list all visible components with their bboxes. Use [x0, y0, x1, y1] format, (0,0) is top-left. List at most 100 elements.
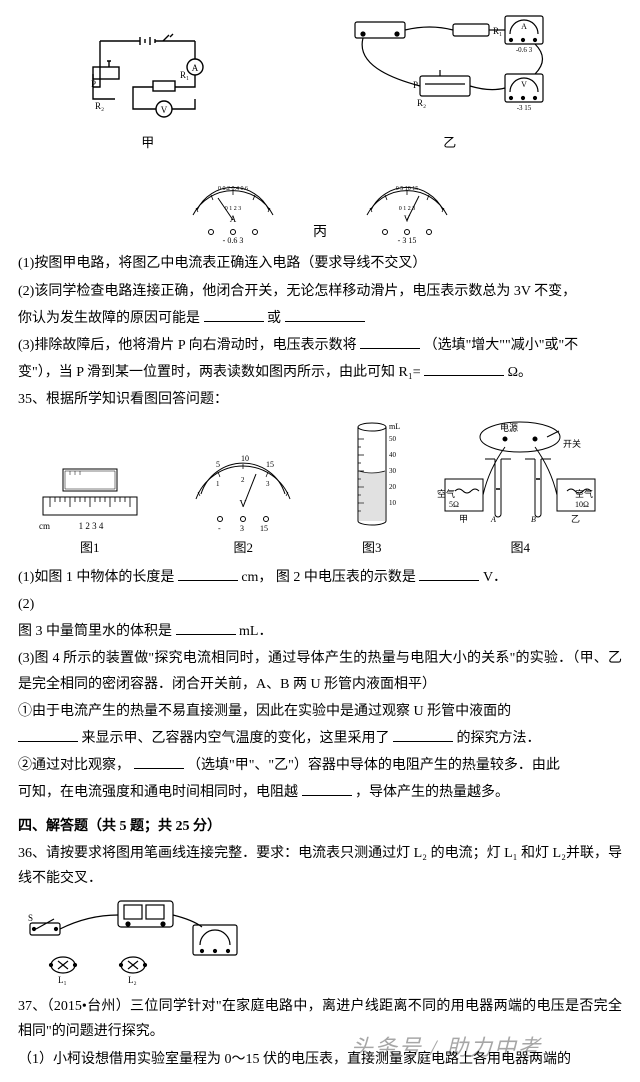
svg-text:10: 10: [241, 454, 249, 463]
svg-text:cm: cm: [39, 521, 50, 531]
svg-text:1 2 3 4: 1 2 3 4: [78, 521, 103, 531]
c1c: 的探究方法．: [457, 731, 541, 746]
svg-text:空气: 空气: [575, 488, 593, 499]
svg-text:L₁: L₁: [58, 975, 67, 985]
c2-line2: 可知，在电流强度和通电时间相同时，电阻越 ，导体产生的热量越多。: [18, 780, 622, 805]
svg-text:开关: 开关: [563, 438, 581, 449]
svg-text:1: 1: [216, 480, 220, 488]
svg-text:2: 2: [241, 476, 245, 484]
fig3: mL 50 40 30 20 10 图3: [342, 419, 402, 559]
fig1: cm 1 2 3 4 图1: [35, 439, 145, 559]
circuit-jia: A R₁ V P R₂ 甲: [85, 29, 210, 154]
c2a: ②通过对比观察，: [18, 758, 130, 773]
q2b-mid: 或: [267, 311, 281, 326]
svg-text:50: 50: [389, 435, 397, 443]
q2a-text: (2)该同学检查电路连接正确，他闭合开关，无论怎样移动滑片，电压表示数总为 3V…: [18, 279, 622, 304]
svg-text:电源: 电源: [500, 422, 518, 433]
blank-7[interactable]: [176, 621, 236, 635]
svg-text:15: 15: [266, 460, 274, 469]
svg-text:20: 20: [389, 483, 397, 491]
bing-caption: 丙: [313, 220, 327, 245]
svg-text:5Ω: 5Ω: [449, 500, 459, 509]
p1c: V．: [483, 570, 507, 585]
blank-5[interactable]: [178, 567, 238, 581]
svg-text:L₂: L₂: [128, 975, 137, 985]
svg-text:乙: 乙: [571, 514, 580, 524]
svg-text:空气: 空气: [437, 488, 455, 499]
svg-text:V: V: [521, 80, 527, 89]
svg-text:0 5 10 15: 0 5 10 15: [396, 186, 419, 192]
svg-text:-0.6 3: -0.6 3: [516, 46, 533, 54]
svg-text:V: V: [404, 214, 411, 224]
svg-text:A: A: [521, 22, 527, 31]
gauge-A: 0 0.2 0.4 0.6 0 1 2 3 A - 0.6 3: [173, 160, 293, 245]
blank-4[interactable]: [424, 362, 504, 376]
c1a: ①由于电流产生的热量不易直接测量，因此在实验中是通过观察 U 形管中液面的: [18, 699, 511, 724]
svg-text:R₁: R₁: [493, 26, 502, 36]
svg-text:R₁: R₁: [180, 70, 189, 80]
q35-text: 35、根据所学知识看图回答问题：: [18, 387, 622, 412]
q3b-post: Ω。: [508, 365, 532, 380]
jia-caption: 甲: [141, 131, 154, 154]
p2b-post: mL．: [239, 624, 272, 639]
q3a-post: （选填"增大""减小"或"不: [424, 338, 579, 353]
svg-text:R₂: R₂: [95, 101, 104, 111]
blank-11[interactable]: [302, 782, 352, 796]
svg-text:0 1 2 3: 0 1 2 3: [225, 206, 242, 212]
p2: (2): [18, 592, 622, 617]
svg-text:R₂: R₂: [417, 98, 426, 108]
q37b: （1）小柯设想借用实验室量程为 0～15 伏的电压表，直接测量家庭电路上各用电器…: [18, 1047, 622, 1072]
c2b: （选填"甲"、"乙"）容器中导体的电阻产生的热量较多．由此: [187, 758, 560, 773]
fig2: 5 10 15 1 2 3 V - 3 15 图2: [178, 439, 308, 559]
fig3-caption: 图3: [362, 536, 382, 559]
q3a-line: (3)排除故障后，他将滑片 P 向右滑动时，电压表示数将 （选填"增大""减小"…: [18, 333, 622, 358]
fig2-caption: 图2: [233, 536, 253, 559]
q3a-pre: (3)排除故障后，他将滑片 P 向右滑动时，电压表示数将: [18, 338, 357, 353]
blank-10[interactable]: [134, 755, 184, 769]
svg-text:- 3 15: - 3 15: [398, 236, 417, 245]
svg-text:0 1 2 3: 0 1 2 3: [399, 206, 416, 212]
fig1-caption: 图1: [80, 536, 100, 559]
q2b-pre: 你认为发生故障的原因可能是: [18, 311, 204, 326]
svg-text:10Ω: 10Ω: [575, 500, 589, 509]
blank-9[interactable]: [393, 728, 453, 742]
circuit-yi-svg: P R₂ R₁ A -0.6 3 V -3 15: [345, 14, 555, 129]
p1b: cm， 图 2 中电压表的示数是: [241, 570, 416, 585]
blank-3[interactable]: [360, 335, 420, 349]
svg-text:3: 3: [240, 524, 244, 533]
q1-text: (1)按图甲电路，将图乙中电流表正确连入电路（要求导线不交叉）: [18, 251, 622, 276]
blank-2[interactable]: [285, 308, 365, 322]
blank-8[interactable]: [18, 728, 78, 742]
blank-6[interactable]: [419, 567, 479, 581]
svg-text:40: 40: [389, 451, 397, 459]
svg-text:15: 15: [260, 524, 268, 533]
c2-line: ②通过对比观察， （选填"甲"、"乙"）容器中导体的电阻产生的热量较多．由此: [18, 753, 622, 778]
c1-line2: 来显示甲、乙容器内空气温度的变化，这里采用了 的探究方法．: [18, 726, 622, 751]
gauge-V: 0 5 10 15 0 1 2 3 V - 3 15: [347, 160, 467, 245]
svg-text:S: S: [28, 913, 33, 923]
svg-text:10: 10: [389, 499, 397, 507]
svg-text:5: 5: [216, 460, 220, 469]
top-circuit-figures: A R₁ V P R₂ 甲 P: [18, 14, 622, 154]
q3b-pre: 变"），当 P 滑到某一位置时，两表读数如图丙所示，由此可知 R₁=: [18, 365, 421, 380]
c1-line: ①由于电流产生的热量不易直接测量，因此在实验中是通过观察 U 形管中液面的: [18, 699, 622, 724]
p1a: (1)如图 1 中物体的长度是: [18, 570, 174, 585]
q36: 36、请按要求将图用笔画线连接完整．要求：电流表只测通过灯 L₂ 的电流；灯 L…: [18, 841, 622, 891]
section4-title: 四、解答题（共 5 题；共 25 分）: [18, 814, 622, 839]
svg-text:3: 3: [266, 480, 270, 488]
q2b-line: 你认为发生故障的原因可能是 或: [18, 306, 622, 331]
yi-caption: 乙: [443, 131, 456, 154]
svg-text:30: 30: [389, 467, 397, 475]
fig4-caption: 图4: [510, 536, 530, 559]
blank-1[interactable]: [204, 308, 264, 322]
svg-text:A: A: [192, 63, 199, 73]
c2c: 可知，在电流强度和通电时间相同时，电阻越: [18, 785, 298, 800]
c2d: ，导体产生的热量越多。: [355, 785, 509, 800]
four-figures: cm 1 2 3 4 图1 5 10 15 1 2 3 V: [18, 419, 622, 559]
svg-text:V: V: [240, 499, 248, 510]
svg-text:V: V: [161, 105, 168, 115]
c1b: 来显示甲、乙容器内空气温度的变化，这里采用了: [82, 731, 390, 746]
bing-gauges: 0 0.2 0.4 0.6 0 1 2 3 A - 0.6 3 丙 0 5 10…: [18, 160, 622, 245]
svg-text:A: A: [230, 214, 237, 224]
svg-text:0 0.2 0.4 0.6: 0 0.2 0.4 0.6: [218, 186, 248, 192]
